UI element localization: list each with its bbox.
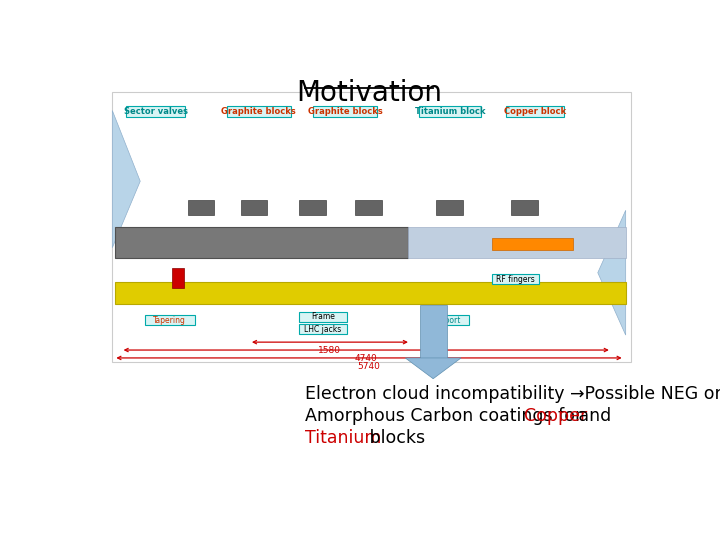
- Bar: [172, 268, 184, 288]
- Bar: [511, 199, 538, 215]
- Bar: [126, 105, 185, 117]
- Text: and: and: [573, 407, 611, 425]
- Polygon shape: [112, 111, 140, 248]
- Bar: [115, 227, 408, 258]
- Bar: [115, 282, 626, 304]
- Bar: [112, 92, 631, 362]
- Bar: [240, 199, 267, 215]
- Text: 5740: 5740: [358, 362, 380, 371]
- Bar: [188, 199, 215, 215]
- Text: Amorphous Carbon coatings for: Amorphous Carbon coatings for: [305, 407, 588, 425]
- Text: Support: Support: [431, 315, 461, 325]
- Bar: [300, 312, 347, 322]
- Bar: [419, 105, 481, 117]
- Text: RF fingers: RF fingers: [496, 275, 535, 284]
- Bar: [145, 315, 195, 325]
- Text: Electron cloud incompatibility →Possible NEG or: Electron cloud incompatibility →Possible…: [305, 385, 720, 403]
- Text: Graphite blocks: Graphite blocks: [308, 107, 382, 116]
- Text: Frame: Frame: [311, 312, 335, 321]
- Bar: [492, 274, 539, 285]
- Text: 4740: 4740: [355, 354, 377, 363]
- Polygon shape: [405, 358, 461, 379]
- Text: Tapering: Tapering: [153, 315, 186, 325]
- Text: Copper: Copper: [524, 407, 588, 425]
- Bar: [422, 315, 469, 325]
- Bar: [227, 105, 291, 117]
- Text: Copper block: Copper block: [504, 107, 566, 116]
- Text: 1580: 1580: [318, 346, 341, 355]
- Polygon shape: [598, 210, 626, 335]
- Text: Titanium: Titanium: [305, 429, 381, 447]
- Text: blocks: blocks: [364, 429, 425, 447]
- Bar: [313, 105, 377, 117]
- Bar: [408, 227, 626, 258]
- Text: Sector valves: Sector valves: [124, 107, 188, 116]
- Bar: [505, 105, 564, 117]
- Text: Motivation: Motivation: [296, 79, 442, 107]
- Text: Graphite blocks: Graphite blocks: [222, 107, 296, 116]
- Bar: [420, 305, 446, 358]
- Bar: [300, 199, 326, 215]
- Text: LHC jacks: LHC jacks: [305, 325, 341, 334]
- Bar: [492, 238, 572, 250]
- Text: Titanium block: Titanium block: [415, 107, 485, 116]
- Bar: [355, 199, 382, 215]
- Bar: [436, 199, 463, 215]
- Bar: [300, 324, 347, 334]
